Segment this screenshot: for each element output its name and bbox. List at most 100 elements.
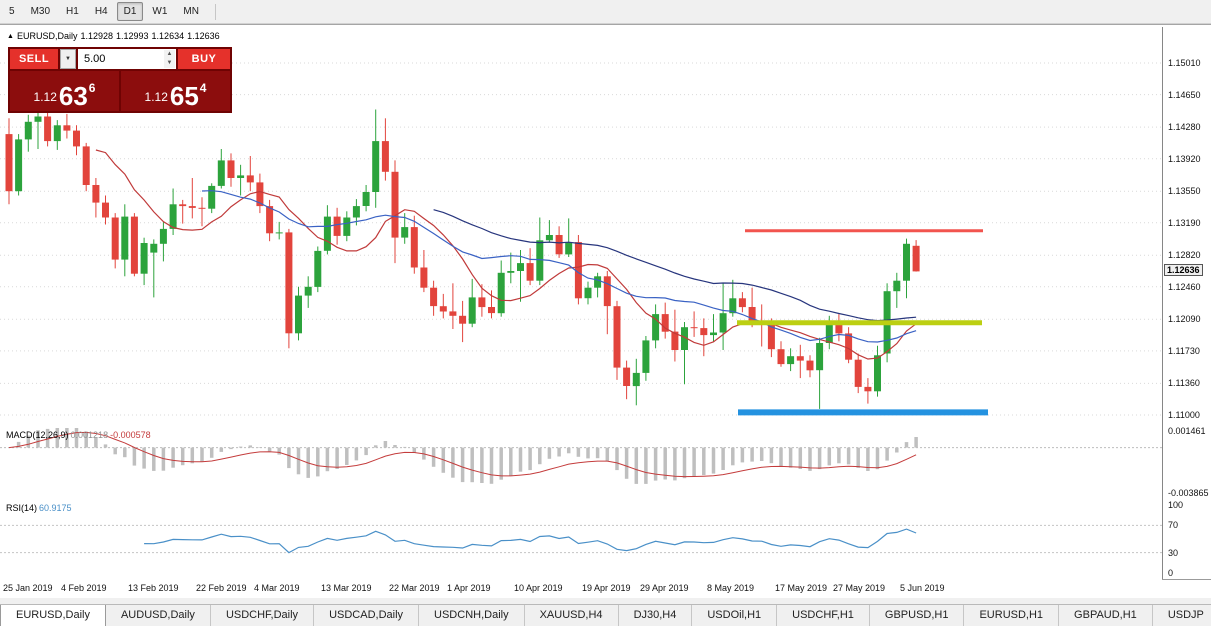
price-axis-label: 1.14280 xyxy=(1168,122,1201,132)
price-axis-label: 1.11000 xyxy=(1168,410,1200,420)
chevron-down-icon: ▼ xyxy=(65,56,71,62)
symbol-tab-gbpusd-h1[interactable]: GBPUSD,H1 xyxy=(870,605,965,626)
date-label: 13 Mar 2019 xyxy=(321,583,372,593)
chart-window: 25 Jan 2019 4 Feb 2019 13 Feb 2019 22 Feb 2… xyxy=(0,24,1211,599)
macd-name: MACD(12,26,9) xyxy=(6,430,69,440)
date-label: 27 May 2019 xyxy=(833,583,886,593)
symbol-tab-dj30-h4[interactable]: DJ30,H4 xyxy=(619,605,693,626)
collapse-icon[interactable]: ▲ xyxy=(7,33,14,40)
price-axis-label: 1.12090 xyxy=(1168,314,1201,324)
status-strip xyxy=(0,598,1211,604)
buy-price-pip: 4 xyxy=(199,81,207,95)
spin-down-icon[interactable]: ▼ xyxy=(166,60,173,66)
timeframe-button-m30[interactable]: M30 xyxy=(30,6,51,17)
timeframe-button-h1[interactable]: H1 xyxy=(66,6,79,17)
symbol-tab-audusd-daily[interactable]: AUDUSD,Daily xyxy=(106,605,211,626)
date-label: 5 Jun 2019 xyxy=(900,583,945,593)
sell-price[interactable]: 1.12 63 6 xyxy=(10,71,119,111)
rsi-indicator-panel[interactable] xyxy=(0,499,1162,579)
rsi-axis-label: 30 xyxy=(1168,548,1179,558)
volume-field: ▲ ▼ xyxy=(78,49,176,69)
rsi-axis-label: 0 xyxy=(1168,568,1174,578)
buy-button[interactable]: BUY xyxy=(178,49,230,69)
toolbar-separator xyxy=(214,3,216,20)
price-axis-label: 1.11730 xyxy=(1168,346,1200,356)
price-axis-label: 1.14650 xyxy=(1168,90,1201,100)
buy-price-big: 65 xyxy=(169,80,199,111)
timeframe-button-w1[interactable]: W1 xyxy=(152,6,168,17)
rsi-line xyxy=(144,528,917,554)
date-label: 19 Apr 2019 xyxy=(582,583,631,593)
symbol-tab-usdcad-daily[interactable]: USDCAD,Daily xyxy=(314,605,420,626)
symbol-tab-usdcnh-daily[interactable]: USDCNH,Daily xyxy=(419,605,525,626)
chart-tabs-bar: EURUSD,Daily AUDUSD,Daily USDCHF,Daily USDC… xyxy=(0,604,1211,626)
timeframe-buttons: 5 M30 H1 H4 D1 W1 MN xyxy=(1,2,207,21)
symbol-tab-xauusd-h4[interactable]: XAUUSD,H4 xyxy=(525,605,619,626)
price-chart[interactable] xyxy=(0,27,1162,426)
sell-button[interactable]: SELL xyxy=(10,49,58,69)
date-label: 4 Feb 2019 xyxy=(61,583,107,593)
price-axis-label: 1.12460 xyxy=(1168,282,1201,292)
date-label: 29 Apr 2019 xyxy=(640,583,689,593)
rsi-label: RSI(14) 60.9175 xyxy=(6,503,72,513)
macd-label: MACD(12,26,9) 0.001218 -0.000578 xyxy=(6,430,151,440)
price-grid xyxy=(0,62,1162,416)
rsi-axis-label: 100 xyxy=(1168,500,1184,510)
macd-signal-value: -0.000578 xyxy=(110,430,151,440)
price-axis-label: 1.11360 xyxy=(1168,378,1200,388)
price-axis-label: 1.13190 xyxy=(1168,218,1201,228)
symbol-tab-eurusd-h1[interactable]: EURUSD,H1 xyxy=(964,605,1060,626)
timeframe-button-5[interactable]: 5 xyxy=(9,6,15,17)
buy-price-prefix: 1.12 xyxy=(144,90,168,104)
price-axis-label: 1.13550 xyxy=(1168,186,1201,196)
date-label: 13 Feb 2019 xyxy=(128,583,179,593)
symbol-tab-usdchf-daily[interactable]: USDCHF,Daily xyxy=(211,605,315,626)
volume-input[interactable] xyxy=(78,53,144,65)
moving-average-45 xyxy=(433,209,917,322)
date-label: 25 Jan 2019 xyxy=(3,583,53,593)
symbol-tab-usdchf-h1[interactable]: USDCHF,H1 xyxy=(777,605,870,626)
symbol-tab-gbpaud-h1[interactable]: GBPAUD,H1 xyxy=(1059,605,1153,626)
macd-axis-label: -0.003865 xyxy=(1168,488,1209,498)
trade-prices-row: 1.12 63 6 1.12 65 4 xyxy=(10,71,230,111)
timeframe-toolbar: 5 M30 H1 H4 D1 W1 MN xyxy=(0,0,1211,24)
date-label: 4 Mar 2019 xyxy=(254,583,300,593)
price-axis-label: 1.12820 xyxy=(1168,250,1201,260)
date-axis[interactable]: 25 Jan 2019 4 Feb 2019 13 Feb 2019 22 Feb 2… xyxy=(0,579,1162,599)
timeframe-button-h4[interactable]: H4 xyxy=(94,6,108,17)
sell-price-prefix: 1.12 xyxy=(33,90,57,104)
macd-main-value: 0.001218 xyxy=(70,430,109,440)
date-label: 22 Mar 2019 xyxy=(389,583,440,593)
date-label: 1 Apr 2019 xyxy=(447,583,491,593)
current-price-label: 1.12636 xyxy=(1164,264,1203,276)
date-label: 10 Apr 2019 xyxy=(514,583,563,593)
macd-signal-line xyxy=(8,431,917,478)
trade-controls-row: SELL ▼ ▲ ▼ BUY xyxy=(10,49,230,69)
macd-indicator-panel[interactable] xyxy=(0,426,1162,499)
chart-symbol-label: EURUSD,Daily xyxy=(16,31,78,41)
date-label: 8 May 2019 xyxy=(707,583,755,593)
volume-dropdown-button[interactable]: ▼ xyxy=(60,49,76,69)
sell-price-big: 63 xyxy=(58,80,88,111)
ohlc-low: 1.12634 xyxy=(151,31,185,41)
timeframe-button-mn[interactable]: MN xyxy=(183,6,199,17)
candlesticks xyxy=(5,109,920,409)
symbol-tab-usdjp[interactable]: USDJP xyxy=(1153,605,1211,626)
symbol-tab-usdoil-h1[interactable]: USDOil,H1 xyxy=(692,605,778,626)
ohlc-open: 1.12928 xyxy=(80,31,113,41)
price-axis[interactable]: 1.12636 1.15010 1.14650 1.14280 1.13920 1.13… xyxy=(1162,27,1211,579)
buy-price[interactable]: 1.12 65 4 xyxy=(121,71,230,111)
volume-spinner: ▲ ▼ xyxy=(164,50,175,68)
macd-axis-label: 0.001461 xyxy=(1168,426,1206,436)
spin-up-icon[interactable]: ▲ xyxy=(166,51,173,57)
moving-average-21 xyxy=(201,190,917,343)
timeframe-button-d1[interactable]: D1 xyxy=(116,2,144,21)
sell-price-pip: 6 xyxy=(88,81,96,95)
symbol-tab-eurusd-daily[interactable]: EURUSD,Daily xyxy=(0,605,106,626)
ohlc-close: 1.12636 xyxy=(187,31,220,41)
moving-average-10 xyxy=(95,149,917,360)
price-axis-label: 1.15010 xyxy=(1168,58,1201,68)
chart-ohlc-title: ▲ EURUSD,Daily 1.12928 1.12993 1.12634 1.1263… xyxy=(7,31,223,41)
